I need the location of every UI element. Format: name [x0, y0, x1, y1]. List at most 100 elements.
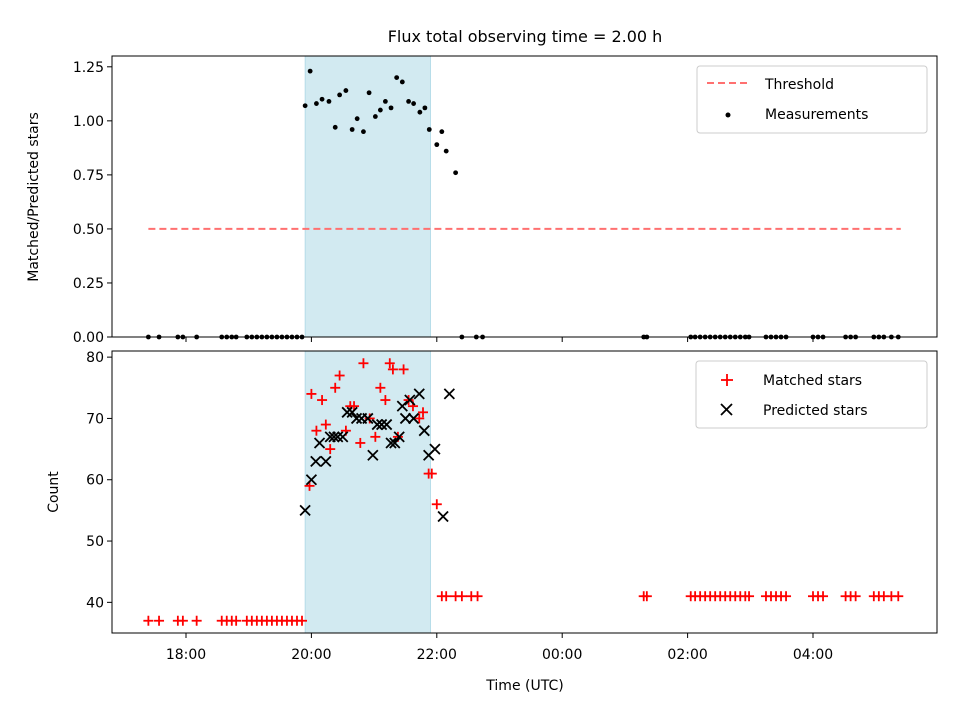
- predicted-star-point: [305, 474, 318, 486]
- predicted-star-point: [299, 504, 311, 517]
- predicted-star-point: [437, 510, 449, 523]
- measurement-point: [382, 98, 388, 104]
- matched-star-point: [414, 413, 425, 424]
- y-tick-label: 60: [86, 473, 104, 489]
- measurement-point: [354, 116, 360, 122]
- top-y-axis: 0.00 0.25 0.50 0.75 1.00 1.25: [73, 60, 112, 346]
- cross-b: [332, 431, 344, 443]
- x-tick-label: 00:00: [542, 647, 582, 663]
- predicted-star-point: [362, 412, 374, 425]
- cross-b: [413, 388, 425, 400]
- matched-star-point: [154, 615, 165, 626]
- predicted-star-point: [346, 406, 358, 418]
- measurement-point: [453, 170, 459, 176]
- matched-star-point: [231, 615, 242, 626]
- predicted-star-point: [320, 455, 332, 467]
- predicted-star-point: [404, 394, 416, 406]
- predicted-star-point: [337, 431, 349, 443]
- predicted-star-point: [310, 455, 322, 467]
- measurement-point: [332, 124, 338, 130]
- predicted-star-point: [341, 406, 353, 418]
- cross-b: [407, 412, 420, 425]
- cross-b: [346, 406, 358, 418]
- matched-star-point: [320, 419, 331, 430]
- matched-star-point: [398, 364, 409, 375]
- matched-star-point: [296, 615, 307, 626]
- matched-star-point: [375, 382, 386, 393]
- top-plot-frame: [111, 55, 938, 338]
- measurement-point: [443, 148, 449, 154]
- matched-star-point: [387, 364, 398, 375]
- predicted-stars-points: [299, 388, 455, 523]
- matched-star-point: [334, 370, 345, 381]
- top-x-ticks: [185, 337, 814, 342]
- chart-title: Flux total observing time = 2.00 h: [388, 27, 663, 46]
- legend-matched-label: Matched stars: [763, 373, 862, 389]
- top-legend: Threshold Measurements: [696, 65, 928, 134]
- matched-star-point: [744, 591, 755, 602]
- cross-b: [320, 455, 332, 467]
- y-tick-label: 80: [86, 350, 104, 366]
- cross-b: [399, 412, 412, 425]
- cross-b: [313, 437, 326, 449]
- cross-b: [337, 431, 349, 443]
- matched-star-point: [431, 499, 442, 510]
- measurement-point: [406, 98, 411, 104]
- legend-matched-swatch: [721, 374, 733, 386]
- matched-star-point: [306, 388, 317, 399]
- matched-star-point: [441, 591, 452, 602]
- x-tick-label: 22:00: [417, 647, 457, 663]
- matched-star-point: [317, 395, 328, 406]
- matched-star-point: [370, 431, 381, 442]
- predicted-star-point: [389, 437, 401, 449]
- measurement-point: [417, 109, 423, 115]
- top-y-axis-label: Matched/Predicted stars: [26, 112, 42, 282]
- measurement-point: [319, 96, 325, 102]
- matched-star-point: [358, 358, 369, 369]
- predicted-star-point: [313, 437, 326, 449]
- measurement-point: [337, 92, 343, 98]
- x-tick-label: 18:00: [166, 647, 206, 663]
- predicted-star-point: [371, 418, 383, 431]
- predicted-star-point: [350, 412, 363, 425]
- matched-star-point: [364, 413, 375, 424]
- y-tick-label: 0.75: [73, 168, 104, 184]
- cross-b: [418, 425, 430, 437]
- predicted-star-point: [367, 449, 379, 461]
- measurement-point: [343, 88, 349, 93]
- matched-star-point: [893, 591, 904, 602]
- matched-star-point: [191, 615, 202, 626]
- bottom-legend: Matched stars Predicted stars: [695, 360, 928, 429]
- matched-star-point: [850, 591, 861, 602]
- cross-b: [299, 504, 311, 517]
- x-tick-label: 20:00: [291, 647, 331, 663]
- measurement-point: [399, 79, 405, 85]
- predicted-star-point: [385, 437, 397, 449]
- predicted-star-point: [375, 418, 388, 431]
- cross-b: [341, 406, 353, 418]
- measurement-point: [302, 103, 308, 109]
- cross-b: [393, 431, 405, 443]
- legend-predicted-label: Predicted stars: [763, 403, 868, 419]
- y-tick-label: 50: [86, 534, 104, 550]
- legend-predicted-swatch: [720, 403, 733, 416]
- top-panel: 0.00 0.25 0.50 0.75 1.00 1.25 Matched/Predict…: [26, 55, 938, 346]
- measurement-point: [377, 107, 383, 113]
- measurement-point: [411, 101, 417, 106]
- measurement-point: [422, 105, 428, 111]
- bottom-legend-box: [695, 360, 928, 429]
- matched-stars-points: [143, 358, 904, 626]
- legend-measurements-swatch: [725, 112, 731, 118]
- measurement-point: [366, 90, 372, 96]
- y-tick-label: 0.50: [73, 222, 104, 238]
- measurement-point: [439, 129, 445, 135]
- y-tick-label: 1.25: [73, 60, 104, 76]
- matched-star-point: [426, 468, 437, 479]
- predicted-star-point: [407, 412, 420, 425]
- legend-measurements-label: Measurements: [765, 107, 868, 123]
- measurement-point: [361, 129, 366, 135]
- matched-star-point: [330, 382, 341, 393]
- cross-b: [362, 412, 374, 425]
- bottom-x-axis: 18:00 20:00 22:00 00:00 02:00 04:00: [166, 633, 833, 663]
- predicted-star-point: [443, 388, 455, 400]
